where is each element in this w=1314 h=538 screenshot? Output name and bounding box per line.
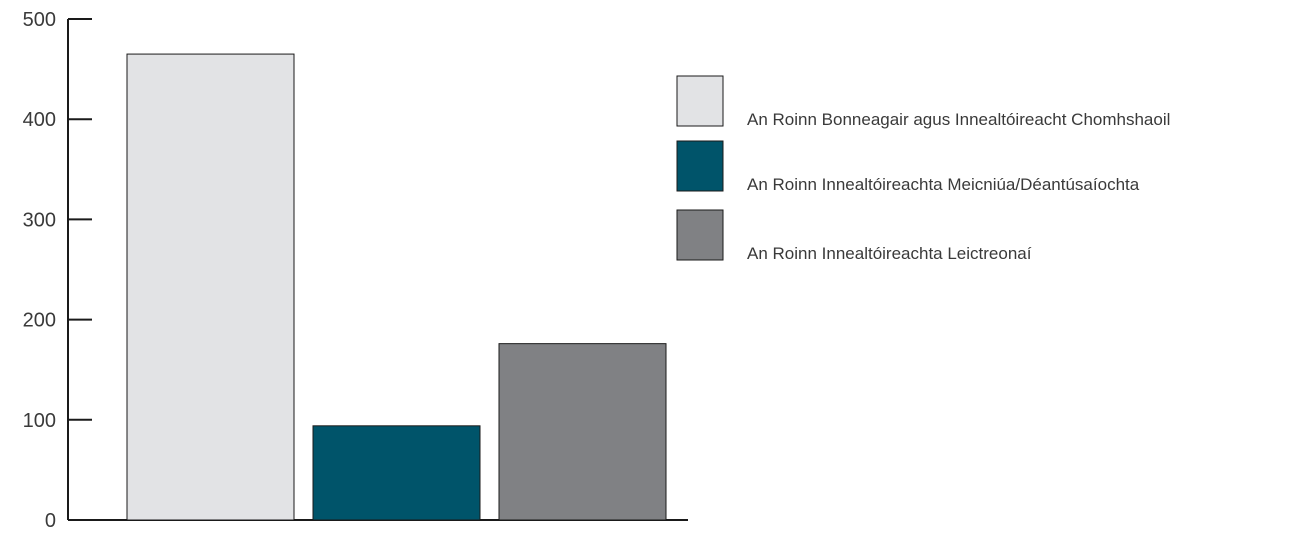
legend-swatch xyxy=(676,75,724,127)
y-tick-label: 200 xyxy=(23,310,56,332)
bar-group xyxy=(126,53,667,521)
bar xyxy=(126,53,295,521)
legend-label: An Roinn Bonneagair agus Innealtóireacht… xyxy=(747,110,1170,129)
bar xyxy=(312,425,481,521)
y-tick-label: 100 xyxy=(23,410,56,432)
y-tick-label: 0 xyxy=(45,510,56,532)
chart-legend: An Roinn Bonneagair agus Innealtóireacht… xyxy=(676,75,1170,263)
bar xyxy=(498,343,667,521)
legend-label: An Roinn Innealtóireachta Leictreonaí xyxy=(747,244,1032,263)
y-tick-label: 400 xyxy=(23,109,56,131)
y-tick-label: 300 xyxy=(23,209,56,231)
legend-swatch xyxy=(676,140,724,192)
y-tick-label: 500 xyxy=(23,9,56,31)
legend-swatch xyxy=(676,209,724,261)
legend-label: An Roinn Innealtóireachta Meicniúa/Déant… xyxy=(747,175,1140,194)
